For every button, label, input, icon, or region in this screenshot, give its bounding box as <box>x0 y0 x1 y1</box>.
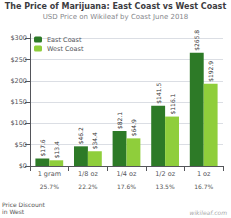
svg-text:1/4 oz: 1/4 oz <box>117 170 138 178</box>
svg-text:$0: $0 <box>19 162 27 170</box>
svg-text:1/8 oz: 1/8 oz <box>78 170 99 178</box>
svg-text:Price Discount: Price Discount <box>2 201 46 208</box>
svg-text:$116.1: $116.1 <box>169 93 176 114</box>
svg-text:East Coast: East Coast <box>47 36 82 44</box>
svg-text:$64.9: $64.9 <box>130 119 137 136</box>
svg-text:The Price of Marijuana: East C: The Price of Marijuana: East Coast vs We… <box>5 2 227 11</box>
svg-text:$82.1: $82.1 <box>116 112 123 129</box>
svg-text:$200: $200 <box>10 77 27 85</box>
svg-text:1 oz: 1 oz <box>197 170 211 178</box>
svg-text:$150: $150 <box>10 98 27 106</box>
svg-text:$50: $50 <box>15 141 27 149</box>
svg-text:$100: $100 <box>10 119 27 127</box>
svg-text:$300: $300 <box>10 34 27 42</box>
svg-text:in West: in West <box>2 208 25 215</box>
svg-text:$192.9: $192.9 <box>207 61 214 82</box>
svg-text:USD Price on Wikileaf by Coast: USD Price on Wikileaf by Coast June 2018 <box>43 13 189 21</box>
svg-text:16.7%: 16.7% <box>194 183 213 190</box>
svg-text:West Coast: West Coast <box>47 45 84 53</box>
svg-text:1/2 oz: 1/2 oz <box>155 170 176 178</box>
svg-text:$141.5: $141.5 <box>155 83 162 104</box>
svg-text:$17.6: $17.6 <box>39 139 46 156</box>
svg-text:$265.8: $265.8 <box>193 30 200 51</box>
svg-text:13.5%: 13.5% <box>156 183 175 190</box>
svg-text:$13.4: $13.4 <box>53 141 60 158</box>
svg-text:17.6%: 17.6% <box>117 183 136 190</box>
svg-text:22.2%: 22.2% <box>78 183 97 190</box>
svg-text:wikileaf.com: wikileaf.com <box>190 209 228 216</box>
svg-text:$250: $250 <box>10 56 27 64</box>
svg-text:$34.4: $34.4 <box>91 132 98 149</box>
svg-text:$46.2: $46.2 <box>77 127 84 144</box>
svg-text:25.7%: 25.7% <box>40 183 59 190</box>
svg-text:1 gram: 1 gram <box>38 170 61 178</box>
